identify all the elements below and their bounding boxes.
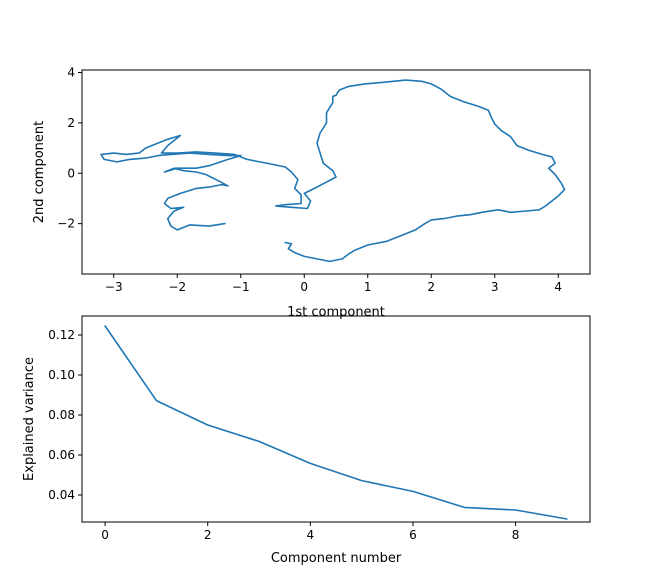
- y-axis-label: 2nd component: [32, 121, 47, 223]
- x-tick-label: 1: [364, 280, 372, 294]
- y-axis-ticks: 0.04 0.06 0.08 0.10 0.12: [48, 328, 82, 502]
- x-axis-label: 1st component: [287, 305, 385, 320]
- y-tick-label: 4: [67, 66, 75, 80]
- x-tick-label: 8: [512, 528, 520, 542]
- y-axis-ticks: −2 0 2 4: [57, 66, 82, 231]
- y-tick-label: 0.08: [48, 408, 75, 422]
- explained-variance-chart: 0 2 4 6 8 0.04 0.06 0.08 0.10 0.12 Component num…: [22, 315, 591, 566]
- y-tick-label: 0.06: [48, 448, 75, 462]
- x-axis-ticks: −3 −2 −1 0 1 2 3 4: [105, 274, 562, 294]
- x-tick-label: −2: [168, 280, 186, 294]
- y-tick-label: 0.10: [48, 368, 75, 382]
- pca-trajectory-chart: −3 −2 −1 0 1 2 3 4 −2 0 2 4 1st component 2nd comp…: [32, 66, 591, 320]
- x-tick-label: 2: [427, 280, 435, 294]
- trajectory-marks: [100, 79, 566, 263]
- x-tick-label: 6: [409, 528, 417, 542]
- series-line: [100, 79, 566, 263]
- x-tick-label: 0: [300, 280, 308, 294]
- y-tick-label: 0.04: [48, 488, 75, 502]
- y-tick-label: 2: [67, 116, 75, 130]
- y-tick-label: −2: [57, 217, 75, 231]
- y-tick-label: 0: [67, 166, 75, 180]
- variance-marks: [104, 325, 568, 520]
- x-tick-label: 3: [491, 280, 499, 294]
- plot-frame: [81, 69, 591, 275]
- x-tick-label: −1: [232, 280, 250, 294]
- plot-frame: [81, 315, 591, 523]
- series-line: [104, 325, 568, 520]
- x-axis-ticks: 0 2 4 6 8: [101, 522, 519, 542]
- y-axis-label: Explained variance: [22, 357, 37, 481]
- x-tick-label: 0: [101, 528, 109, 542]
- x-axis-label: Component number: [271, 551, 402, 566]
- y-tick-label: 0.12: [48, 328, 75, 342]
- x-tick-label: 2: [204, 528, 212, 542]
- x-tick-label: 4: [307, 528, 315, 542]
- x-tick-label: −3: [105, 280, 123, 294]
- x-tick-label: 4: [554, 280, 562, 294]
